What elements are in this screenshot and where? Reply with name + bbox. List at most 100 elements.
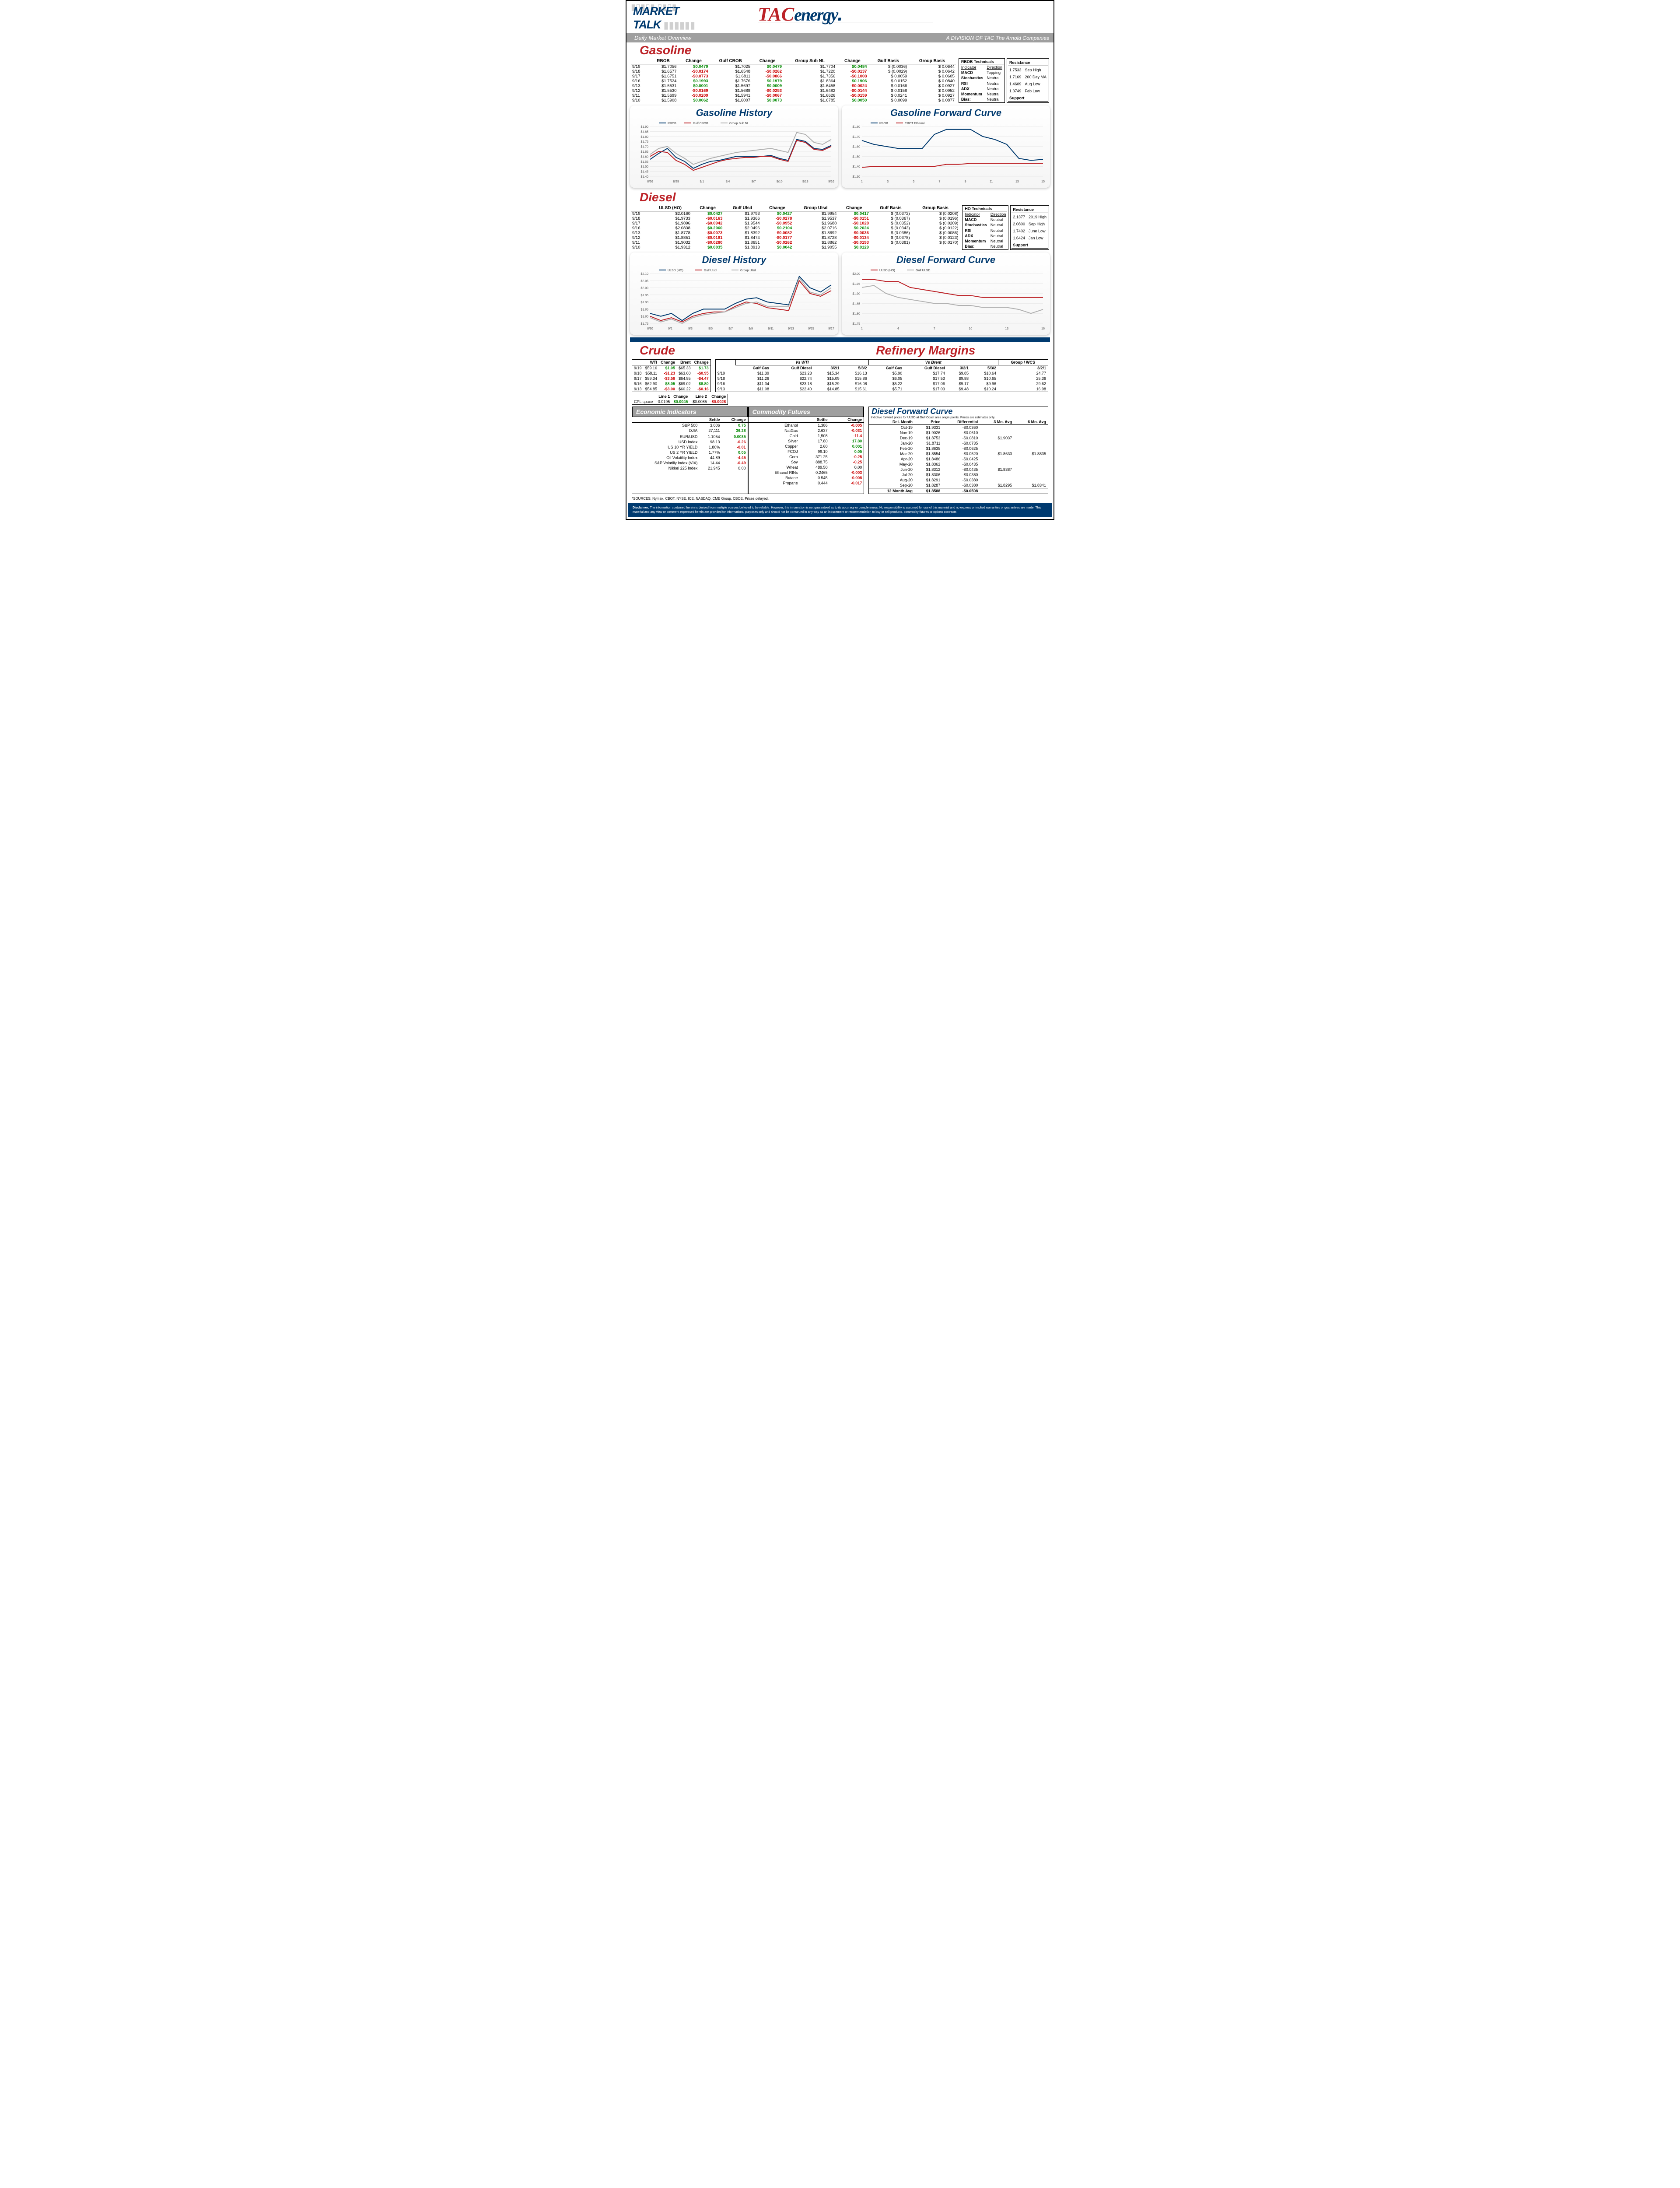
- svg-text:$1.60: $1.60: [852, 146, 860, 149]
- table-row: 9/10$1.5908$0.0062$1.6007$0.0073$1.6785$…: [631, 98, 956, 103]
- svg-text:$1.80: $1.80: [640, 316, 648, 319]
- svg-text:9/16: 9/16: [828, 180, 834, 183]
- table-row: 9/12$1.8851-$0.0181$1.8474-$0.0177$1.872…: [631, 235, 959, 240]
- table-row: 9/11$1.5699-$0.0209$1.5941-$0.0067$1.662…: [631, 93, 956, 98]
- table-row: Jul-20$1.8306-$0.0380: [869, 472, 1048, 477]
- table-row: Jun-20$1.8312-$0.0435$1.8387: [869, 467, 1048, 472]
- report-header: ▮▯▮▯▮ ▯▮▯▮ MARKET TALK ▮▮▮▮▮▮ TACenergy.…: [626, 1, 1054, 42]
- svg-text:16: 16: [1041, 327, 1045, 330]
- svg-text:Group Sub NL: Group Sub NL: [729, 122, 749, 125]
- svg-text:8/29: 8/29: [673, 180, 679, 183]
- svg-text:$2.00: $2.00: [852, 273, 860, 276]
- table-row: Jan-20$1.8711-$0.0735: [869, 441, 1048, 446]
- svg-text:$2.00: $2.00: [640, 287, 648, 290]
- table-row: Nikkei 225 Index21,9450.00: [632, 466, 748, 471]
- table-row: 9/17$1.9896-$0.0942$1.9544-$0.0952$1.968…: [631, 221, 959, 226]
- table-row: Oil Volatility Index44.89-4.45: [632, 455, 748, 460]
- cpl-space-table: Line 1ChangeLine 2ChangeCPL space-0.0195…: [632, 394, 728, 405]
- table-row: DJIA27,11136.28: [632, 428, 748, 433]
- gasoline-history-chart: Gasoline History $1.90$1.85$1.80$1.75$1.…: [630, 105, 838, 188]
- overview-bar: Daily Market Overview A DIVISION OF TAC …: [626, 33, 1054, 42]
- svg-text:9/7: 9/7: [728, 327, 733, 330]
- svg-text:3: 3: [887, 180, 889, 183]
- table-row: 9/17$1.6751-$0.0773$1.6811-$0.0866$1.735…: [631, 74, 956, 79]
- svg-text:$1.45: $1.45: [640, 171, 648, 174]
- table-row: 9/12$1.5530-$0.0169$1.5688-$0.0253$1.648…: [631, 88, 956, 93]
- svg-text:$1.65: $1.65: [640, 151, 648, 154]
- disclaimer-box: Disclaimer: The information contained he…: [628, 503, 1052, 517]
- svg-text:1: 1: [861, 327, 863, 330]
- table-row: 9/16$62.90$8.05$69.02$8.80: [632, 381, 711, 386]
- table-row: FCOJ99.100.05: [749, 449, 864, 454]
- svg-text:9/3: 9/3: [688, 327, 693, 330]
- svg-text:$1.70: $1.70: [640, 146, 648, 149]
- svg-text:$1.40: $1.40: [852, 165, 860, 168]
- svg-text:RBOB: RBOB: [879, 122, 888, 125]
- svg-text:$1.90: $1.90: [640, 126, 648, 129]
- gasoline-resistance-box: Resistance1.7533Sep High1.7169200 Day MA…: [1007, 58, 1049, 103]
- diesel-price-table: ULSD (HO)ChangeGulf UlsdChangeGroup Ulsd…: [631, 205, 959, 250]
- table-row: Wheat489.500.00: [749, 465, 864, 470]
- svg-text:9/15: 9/15: [808, 327, 814, 330]
- svg-text:Group Ulsd: Group Ulsd: [740, 269, 756, 272]
- refinery-title: Refinery Margins: [803, 343, 1048, 358]
- svg-text:$1.75: $1.75: [640, 323, 648, 326]
- table-row: Sep-20$1.8287-$0.0380$1.8295$1.8341: [869, 483, 1048, 488]
- table-row: S&P Volatiliy Index (VIX)14.44-0.49: [632, 460, 748, 466]
- svg-text:$1.95: $1.95: [640, 294, 648, 297]
- table-row: Nov-19$1.9026-$0.0610: [869, 430, 1048, 435]
- table-row: 9/11$1.9032-$0.0280$1.8651-$0.0262$1.886…: [631, 240, 959, 245]
- svg-text:15: 15: [1041, 180, 1045, 183]
- svg-text:ULSD (HO): ULSD (HO): [879, 269, 895, 272]
- svg-text:$1.85: $1.85: [852, 302, 860, 305]
- svg-text:9: 9: [965, 180, 966, 183]
- svg-text:$2.05: $2.05: [640, 280, 648, 283]
- table-row: Ethanol1.386-0.005: [749, 423, 864, 428]
- tac-energy-logo: TACenergy.: [758, 3, 933, 22]
- svg-text:8/30: 8/30: [647, 327, 653, 330]
- svg-text:9/13: 9/13: [802, 180, 808, 183]
- table-row: Propane0.444-0.017: [749, 480, 864, 486]
- crude-table: WTIChangeBrentChange9/19$59.16$1.05$65.3…: [632, 359, 711, 392]
- sources-note: *SOURCES: Nymex, CBOT, NYSE, ICE, NASDAQ…: [626, 496, 1054, 501]
- disclaimer-label: Disclaimer:: [633, 506, 649, 509]
- diesel-resistance-box: Resistance2.13772019 High2.0800Sep High1…: [1010, 205, 1049, 250]
- econ-header: Economic Indicators: [632, 407, 748, 417]
- table-row: 9/10$1.9312$0.0035$1.8913$0.0042$1.9055$…: [631, 245, 959, 250]
- table-row: 9/19$2.0160$0.0427$1.9793$0.0427$1.9954$…: [631, 211, 959, 217]
- table-row: 9/19$59.16$1.05$65.33$1.73: [632, 365, 711, 371]
- svg-text:$1.90: $1.90: [640, 301, 648, 304]
- diesel-hist-title: Diesel History: [634, 254, 835, 266]
- svg-text:7: 7: [938, 180, 940, 183]
- table-row: May-20$1.8362-$0.0435: [869, 462, 1048, 467]
- svg-text:9/13: 9/13: [788, 327, 794, 330]
- svg-text:13: 13: [1005, 327, 1008, 330]
- comm-header: Commodity Futures: [749, 407, 864, 417]
- diesel-fwd-title: Diesel Forward Curve: [845, 254, 1046, 266]
- svg-text:9/11: 9/11: [768, 327, 774, 330]
- table-row: Oct-19$1.9331-$0.0360: [869, 425, 1048, 431]
- table-row: Butane0.545-0.008: [749, 475, 864, 480]
- market-talk-logo: MARKET TALK ▮▮▮▮▮▮: [633, 4, 695, 32]
- svg-text:4: 4: [897, 327, 899, 330]
- table-row: Feb-20$1.8635-$0.0625: [869, 446, 1048, 451]
- svg-text:$1.80: $1.80: [640, 136, 648, 139]
- table-row: US 2 YR YIELD1.77%0.05: [632, 450, 748, 455]
- gas-hist-title: Gasoline History: [634, 107, 835, 119]
- table-row: 9/13$1.5531$0.0001$1.5697$0.0009$1.6458-…: [631, 84, 956, 88]
- gasoline-price-table: RBOBChangeGulf CBOBChangeGroup Sub NLCha…: [631, 58, 956, 103]
- economic-indicators-table: SettleChangeS&P 5003,0060.75DJIA27,11136…: [632, 417, 748, 471]
- logo-tac: TAC: [758, 4, 794, 25]
- table-row: 9/17$59.34-$3.56$64.55-$4.47: [632, 376, 711, 381]
- dfc-table: Del. MonthPriceDifferential3 Mo. Avg6 Mo…: [869, 419, 1048, 494]
- svg-text:Gulf CBOB: Gulf CBOB: [693, 122, 708, 125]
- refinery-margins-table: Vs WTIVs BrentGroup / WCSGulf GasGulf Di…: [715, 359, 1048, 392]
- table-row: Ethanol RINs0.2465-0.003: [749, 470, 864, 475]
- table-row: Mar-20$1.8554-$0.0520$1.8633$1.8835: [869, 451, 1048, 456]
- market-text: MARKET: [633, 4, 679, 18]
- svg-text:1: 1: [861, 180, 863, 183]
- table-row: S&P 5003,0060.75: [632, 423, 748, 428]
- svg-text:$1.70: $1.70: [852, 136, 860, 139]
- table-row: 9/18$1.6577-$0.0174$1.6548-$0.0262$1.722…: [631, 69, 956, 74]
- gasoline-title: Gasoline: [626, 42, 1054, 57]
